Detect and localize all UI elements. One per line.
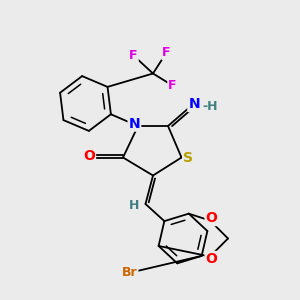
Text: N: N [129,117,140,130]
Text: S: S [183,151,193,164]
Text: H: H [129,199,139,212]
Text: F: F [162,46,171,59]
Text: O: O [206,211,218,225]
Text: N: N [188,97,200,111]
Text: O: O [206,252,218,266]
Text: -H: -H [202,100,218,113]
Text: O: O [83,149,95,163]
Text: F: F [129,49,138,62]
Text: Br: Br [122,266,137,280]
Text: F: F [168,79,177,92]
